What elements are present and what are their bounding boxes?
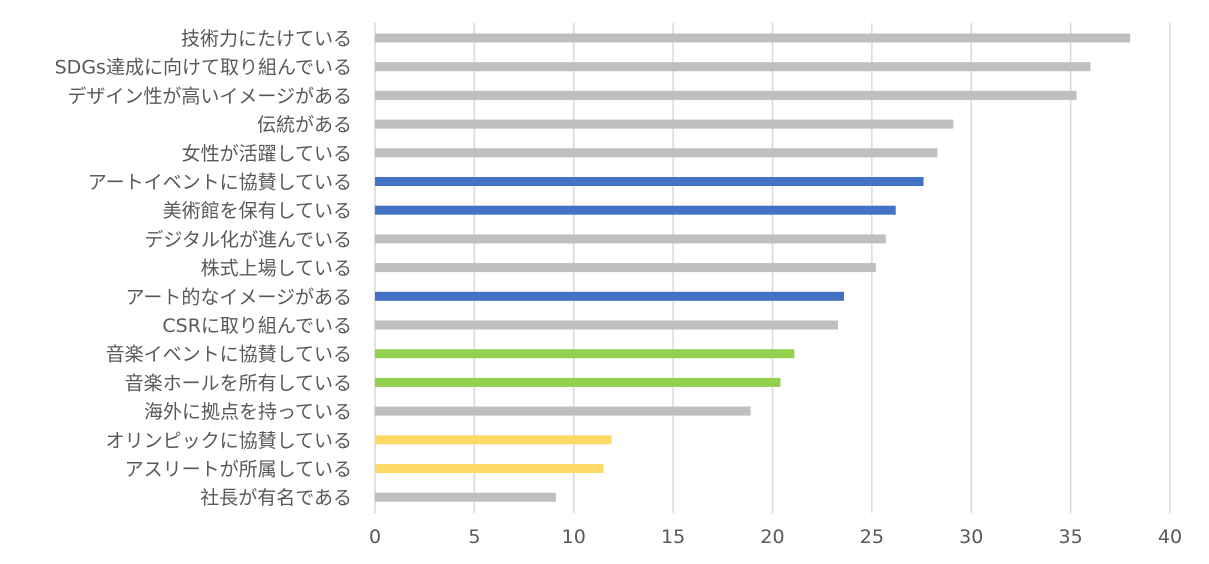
category-label: CSRに取り組んでいる	[162, 315, 352, 337]
x-tick-label: 10	[562, 526, 586, 548]
category-label: オリンピックに協賛している	[106, 430, 352, 452]
category-label: 技術力にたけている	[181, 28, 352, 50]
x-tick-label: 5	[468, 526, 480, 548]
category-label: SDGs達成に向けて取り組んでいる	[55, 57, 352, 79]
bar	[375, 349, 795, 359]
category-label: 美術館を保有している	[163, 200, 352, 222]
x-tick-label: 40	[1158, 526, 1182, 548]
x-tick-label: 30	[959, 526, 983, 548]
bar	[375, 119, 954, 129]
bar	[375, 377, 781, 387]
bar	[375, 464, 604, 473]
category-label: デザイン性が高いイメージがある	[67, 85, 352, 107]
category-label: アート的なイメージがある	[126, 286, 352, 308]
category-label: 社長が有名である	[200, 487, 352, 509]
category-label: 音楽ホールを所有している	[125, 372, 352, 394]
category-label: 音楽イベントに協賛している	[106, 344, 352, 366]
bar	[375, 148, 938, 158]
bar	[375, 291, 845, 301]
bar	[375, 234, 886, 244]
category-label: アスリートが所属している	[125, 459, 352, 481]
category-label: 女性が活躍している	[182, 143, 352, 165]
x-tick-label: 25	[860, 526, 884, 548]
bar	[375, 90, 1077, 100]
category-label: 伝統がある	[257, 114, 352, 136]
bars	[375, 33, 1131, 502]
bar	[375, 435, 612, 445]
category-label: 海外に拠点を持っている	[144, 401, 352, 423]
bar	[375, 205, 896, 215]
bar	[375, 62, 1091, 72]
x-tick-label: 35	[1059, 526, 1083, 548]
x-tick-label: 0	[369, 526, 381, 548]
bar	[375, 320, 839, 330]
bar	[375, 263, 876, 273]
bar	[375, 33, 1131, 43]
x-axis-tick-labels: 0 5 10 15 20 25 30 35 40	[369, 526, 1182, 548]
bar	[375, 492, 556, 502]
category-label: 株式上場している	[201, 258, 352, 280]
category-label: アートイベントに協賛している	[88, 172, 352, 194]
category-label: デジタル化が進んでいる	[144, 229, 352, 251]
category-labels: 技術力にたけている SDGs達成に向けて取り組んでいるデザイン性が高いイメージがあ…	[55, 28, 352, 509]
x-tick-label: 15	[661, 526, 685, 548]
x-tick-label: 20	[760, 526, 784, 548]
bar	[375, 406, 751, 416]
bar	[375, 177, 924, 186]
